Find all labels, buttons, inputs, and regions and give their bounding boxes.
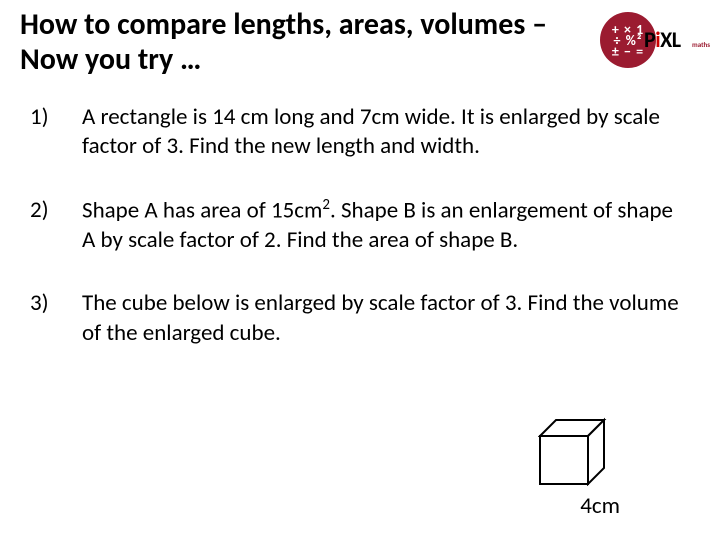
logo-symbols-row: ± − = <box>612 43 644 60</box>
question-item: 2) Shape A has area of 15cm2. Shape B is… <box>30 196 690 256</box>
question-list: 1) A rectangle is 14 cm long and 7cm wid… <box>0 93 720 348</box>
question-number: 3) <box>30 289 82 348</box>
page-title: How to compare lengths, areas, volumes –… <box>20 8 580 77</box>
question-text: Shape A has area of 15cm2. Shape B is an… <box>82 196 690 256</box>
cube-diagram <box>538 416 618 486</box>
cube-dimension-label: 4cm <box>580 492 620 520</box>
question-item: 3) The cube below is enlarged by scale f… <box>30 289 690 348</box>
question-text: A rectangle is 14 cm long and 7cm wide. … <box>82 103 690 162</box>
cube-front-face <box>540 436 588 484</box>
question-text: The cube below is enlarged by scale fact… <box>82 289 690 348</box>
logo-wordmark: PiXL <box>644 26 681 53</box>
question-number: 1) <box>30 103 82 162</box>
question-number: 2) <box>30 196 82 256</box>
logo-subtext: maths <box>692 40 710 49</box>
question-item: 1) A rectangle is 14 cm long and 7cm wid… <box>30 103 690 162</box>
pixl-logo: + × 1 ÷ %² ± − = PiXL maths <box>600 12 700 72</box>
